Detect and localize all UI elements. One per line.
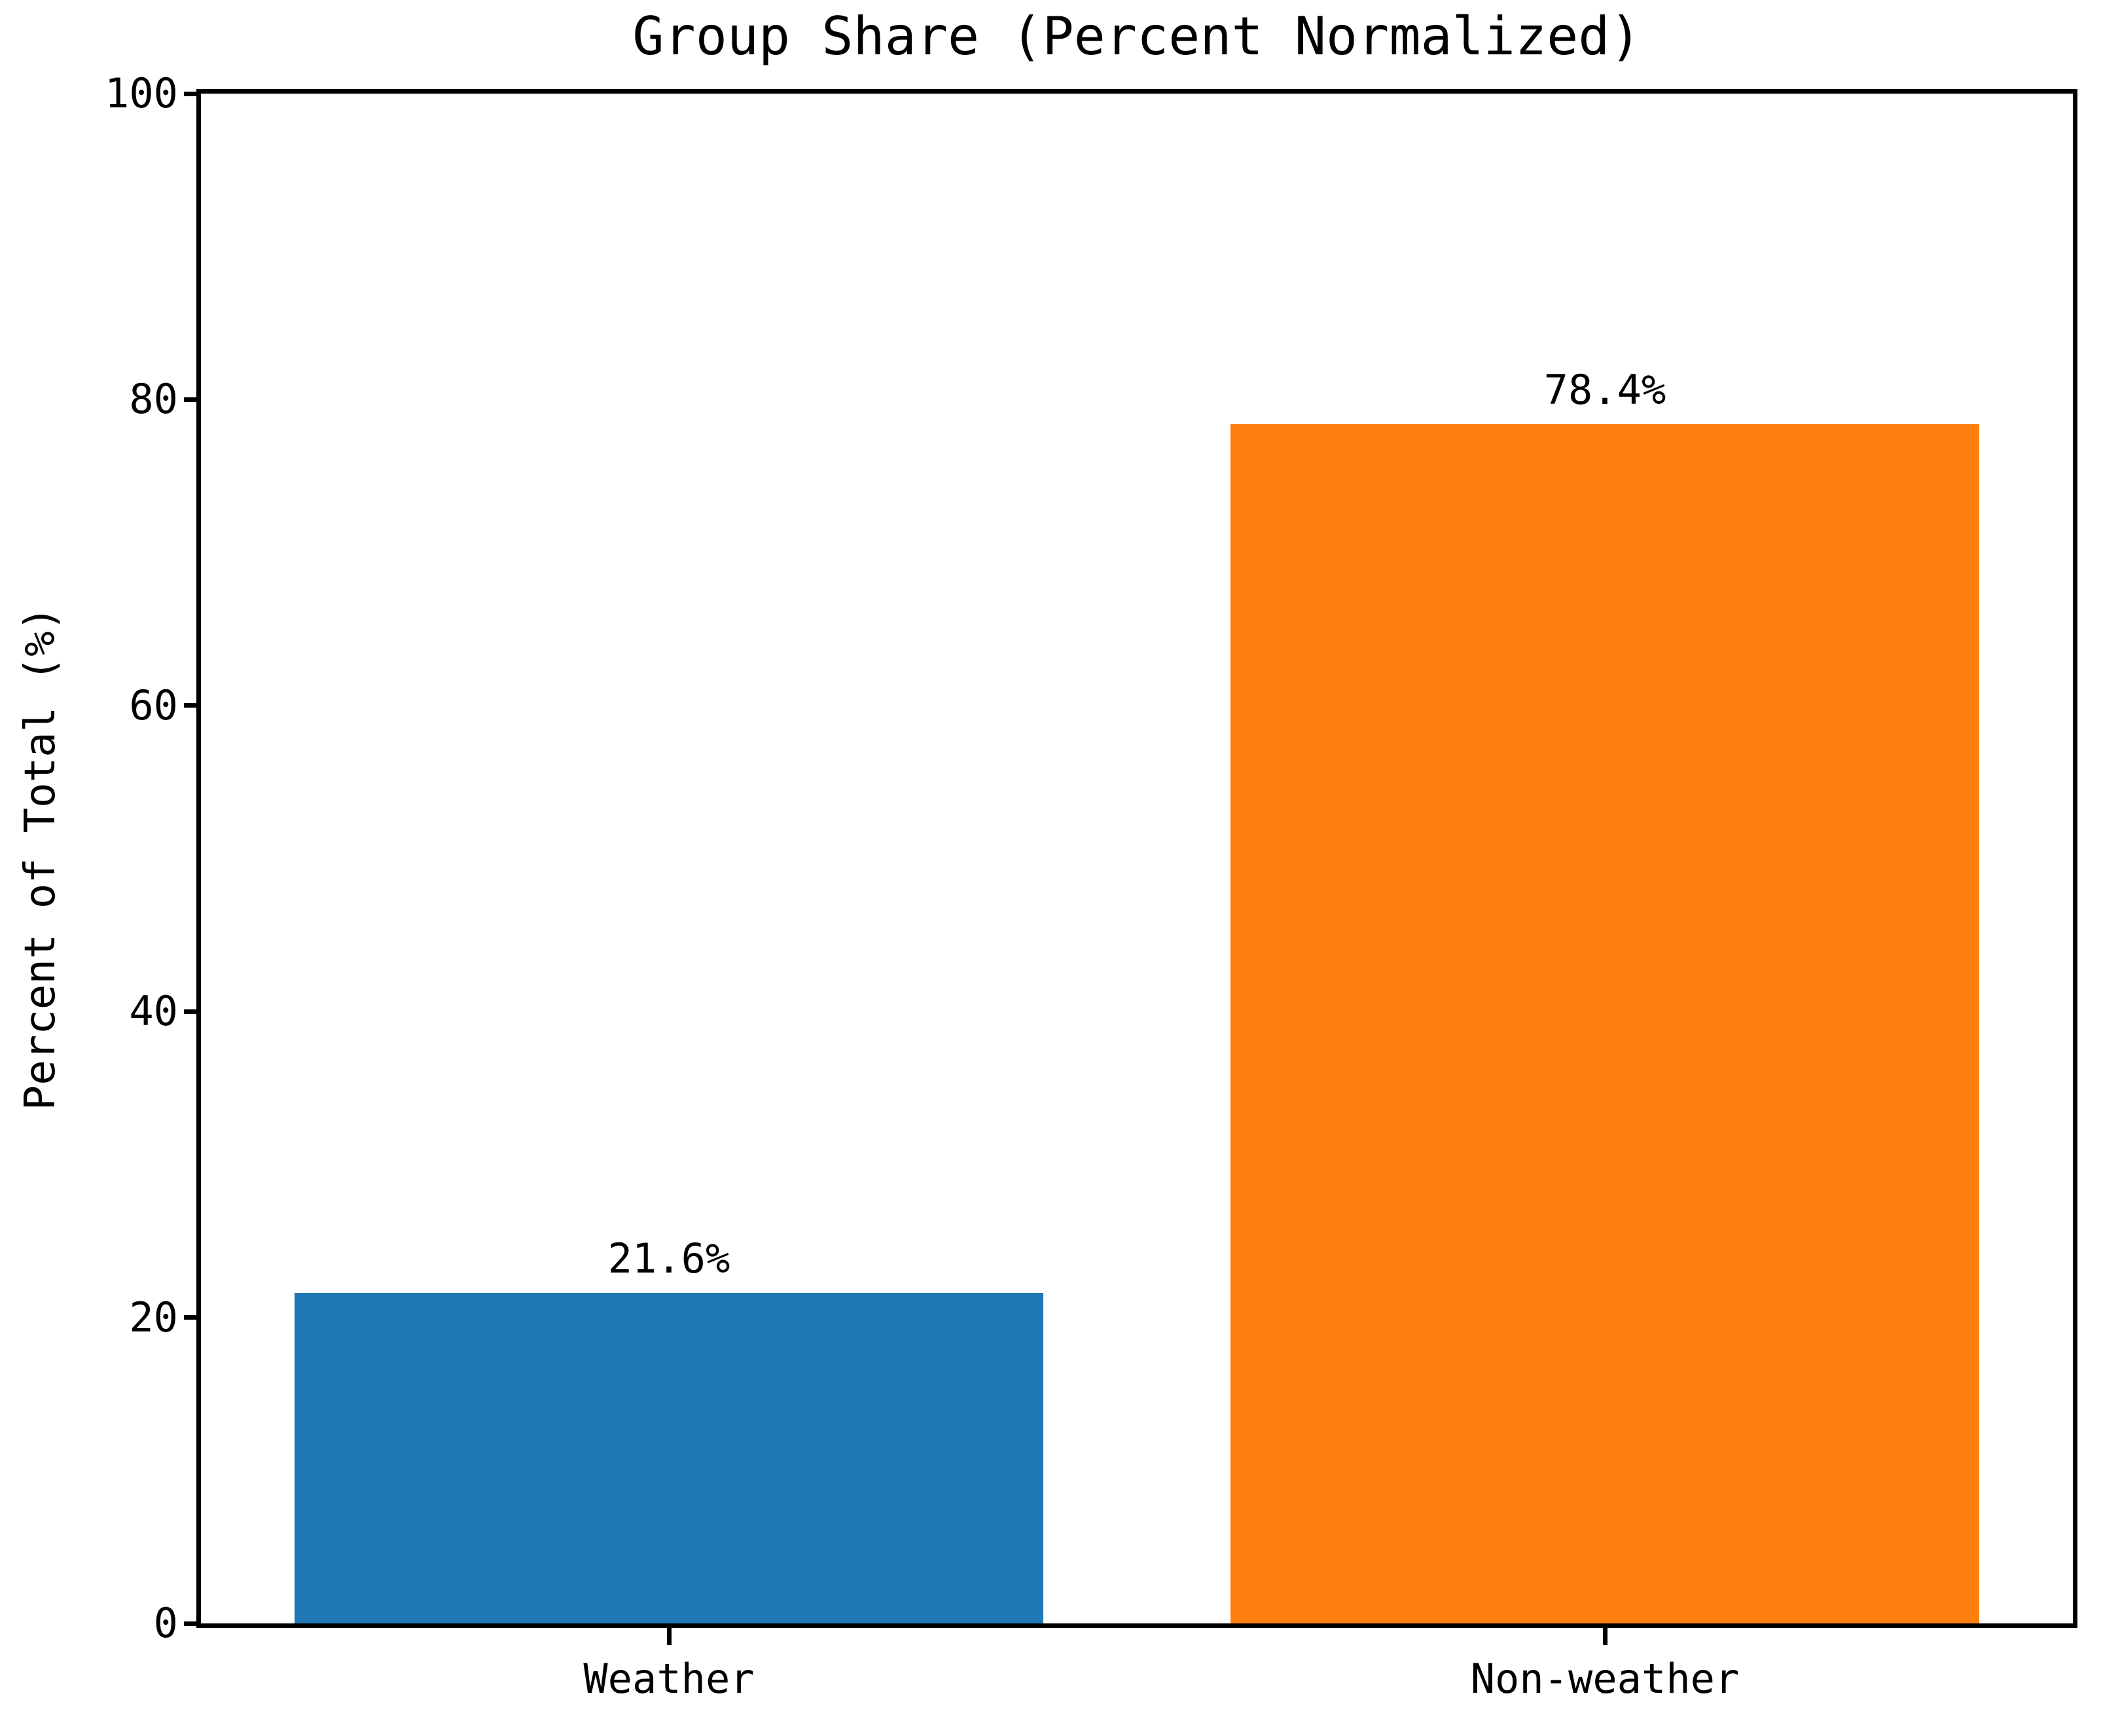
bar-non-weather <box>1230 424 1979 1623</box>
y-tick-mark <box>184 397 201 402</box>
bar-weather <box>295 1293 1043 1623</box>
plot-area <box>201 94 2073 1623</box>
y-tick-mark <box>184 91 201 96</box>
y-axis-title: Percent of Total (%) <box>16 606 65 1111</box>
plot-frame <box>196 89 2077 1628</box>
y-tick-label: 20 <box>129 1293 178 1341</box>
chart-title: Group Share (Percent Normalized) <box>632 6 1642 67</box>
y-tick-label: 60 <box>129 681 178 729</box>
y-tick-label: 80 <box>129 375 178 424</box>
bar-value-label: 78.4% <box>1543 365 1666 414</box>
x-tick-label: Non-weather <box>1470 1655 1740 1703</box>
x-tick-mark <box>666 1628 672 1645</box>
y-tick-label: 40 <box>129 987 178 1036</box>
y-tick-mark <box>184 1009 201 1014</box>
y-tick-mark <box>184 703 201 708</box>
y-tick-mark <box>184 1315 201 1320</box>
x-tick-label: Weather <box>583 1655 755 1703</box>
y-tick-label: 0 <box>153 1599 178 1647</box>
x-tick-mark <box>1602 1628 1607 1645</box>
bar-value-label: 21.6% <box>607 1235 730 1283</box>
y-tick-label: 100 <box>105 69 178 117</box>
y-tick-mark <box>184 1621 201 1626</box>
